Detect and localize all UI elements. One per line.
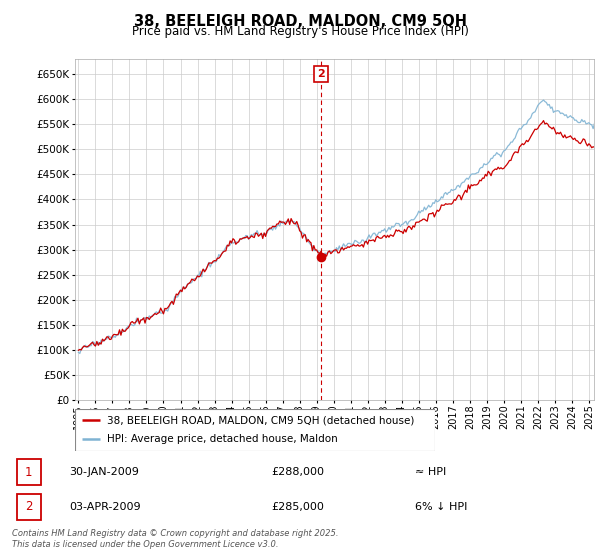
Text: ≈ HPI: ≈ HPI bbox=[415, 468, 446, 477]
Text: 6% ↓ HPI: 6% ↓ HPI bbox=[415, 502, 467, 511]
Text: 2: 2 bbox=[25, 500, 32, 513]
FancyBboxPatch shape bbox=[17, 459, 41, 486]
Text: Price paid vs. HM Land Registry's House Price Index (HPI): Price paid vs. HM Land Registry's House … bbox=[131, 25, 469, 38]
FancyBboxPatch shape bbox=[75, 409, 435, 451]
Text: 30-JAN-2009: 30-JAN-2009 bbox=[70, 468, 139, 477]
Text: 38, BEELEIGH ROAD, MALDON, CM9 5QH: 38, BEELEIGH ROAD, MALDON, CM9 5QH bbox=[133, 14, 467, 29]
Text: 2: 2 bbox=[317, 69, 325, 79]
Text: 38, BEELEIGH ROAD, MALDON, CM9 5QH (detached house): 38, BEELEIGH ROAD, MALDON, CM9 5QH (deta… bbox=[107, 415, 415, 425]
Text: Contains HM Land Registry data © Crown copyright and database right 2025.
This d: Contains HM Land Registry data © Crown c… bbox=[12, 529, 338, 549]
Text: £285,000: £285,000 bbox=[271, 502, 324, 511]
FancyBboxPatch shape bbox=[17, 493, 41, 520]
Text: HPI: Average price, detached house, Maldon: HPI: Average price, detached house, Mald… bbox=[107, 435, 338, 445]
Text: 03-APR-2009: 03-APR-2009 bbox=[70, 502, 141, 511]
Text: 1: 1 bbox=[25, 466, 32, 479]
Text: £288,000: £288,000 bbox=[271, 468, 324, 477]
